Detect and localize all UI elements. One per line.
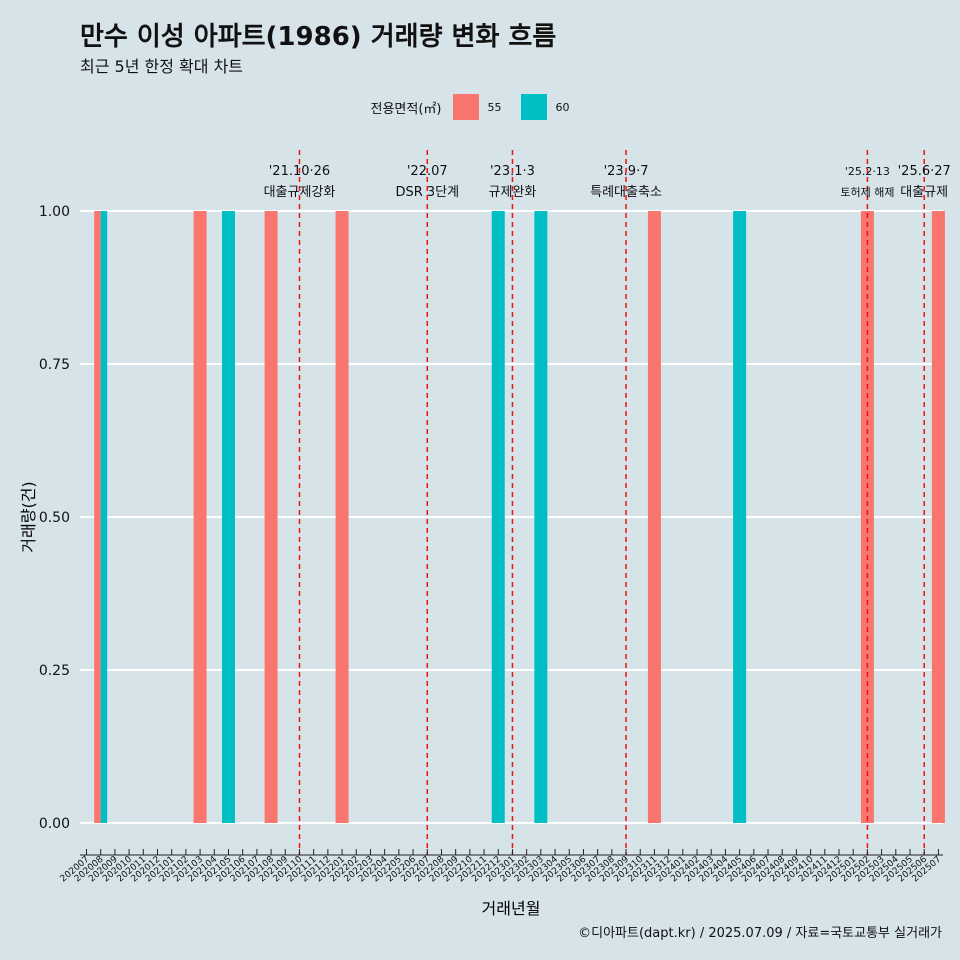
y-tick-label: 1.00 [39,204,70,220]
bar-60-202405 [733,211,746,823]
event-date-label: '25.2·13 [845,165,890,178]
event-desc-label: 규제완화 [489,185,537,200]
event-desc-label: 대출규제강화 [264,185,336,200]
event-date-label: '23.9·7 [604,164,649,179]
y-tick-label: 0.50 [39,510,70,526]
event-date-label: '23.1·3 [490,164,535,179]
event-date-label: '21.10·26 [269,164,330,179]
bar-55-202108 [265,211,278,823]
bar-60-202212 [492,211,505,823]
y-tick-label: 0.25 [39,663,70,679]
y-axis: 0.00 0.25 0.50 0.75 1.00 [39,204,70,832]
bar-55-202311 [648,211,661,823]
y-tick-label: 0.00 [39,816,70,832]
event-desc-label: 특례대출축소 [590,185,662,200]
x-axis-title: 거래년월 [482,899,541,918]
bar-60-202303 [534,211,547,823]
chart-caption: ©디아파트(dapt.kr) / 2025.07.09 / 자료=국토교통부 실… [578,922,942,941]
event-desc-label: 대출규제 [900,185,948,200]
event-date-label: '22.07 [407,164,448,179]
event-date-label: '25.6·27 [898,164,951,179]
event-desc-label: 토허제 해제 [840,185,894,199]
event-desc-label: DSR 3단계 [395,185,459,200]
bar-chart: '21.10·26 대출규제강화 '22.07 DSR 3단계 '23.1·3 규제완화 '… [0,0,960,960]
gridlines [80,211,943,823]
bar-55-202008 [94,211,101,823]
event-markers: '21.10·26 대출규제강화 '22.07 DSR 3단계 '23.1·3 규제완화 '… [264,150,951,855]
bar-60-202105 [222,211,235,823]
bar-55-202502 [861,211,874,823]
y-tick-label: 0.75 [39,357,70,373]
bar-55-202103 [194,211,207,823]
bar-55-202507 [932,211,945,823]
x-axis: 2020072020082020092020102020112020122021… [59,849,944,884]
bar-60-202008 [101,211,108,823]
bar-55-202201 [336,211,349,823]
y-axis-title: 거래량(건) [19,481,38,552]
